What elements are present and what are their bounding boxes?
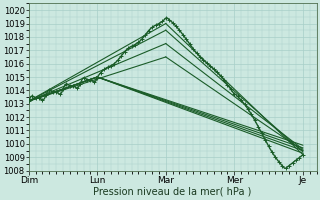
X-axis label: Pression niveau de la mer( hPa ): Pression niveau de la mer( hPa )	[93, 187, 252, 197]
